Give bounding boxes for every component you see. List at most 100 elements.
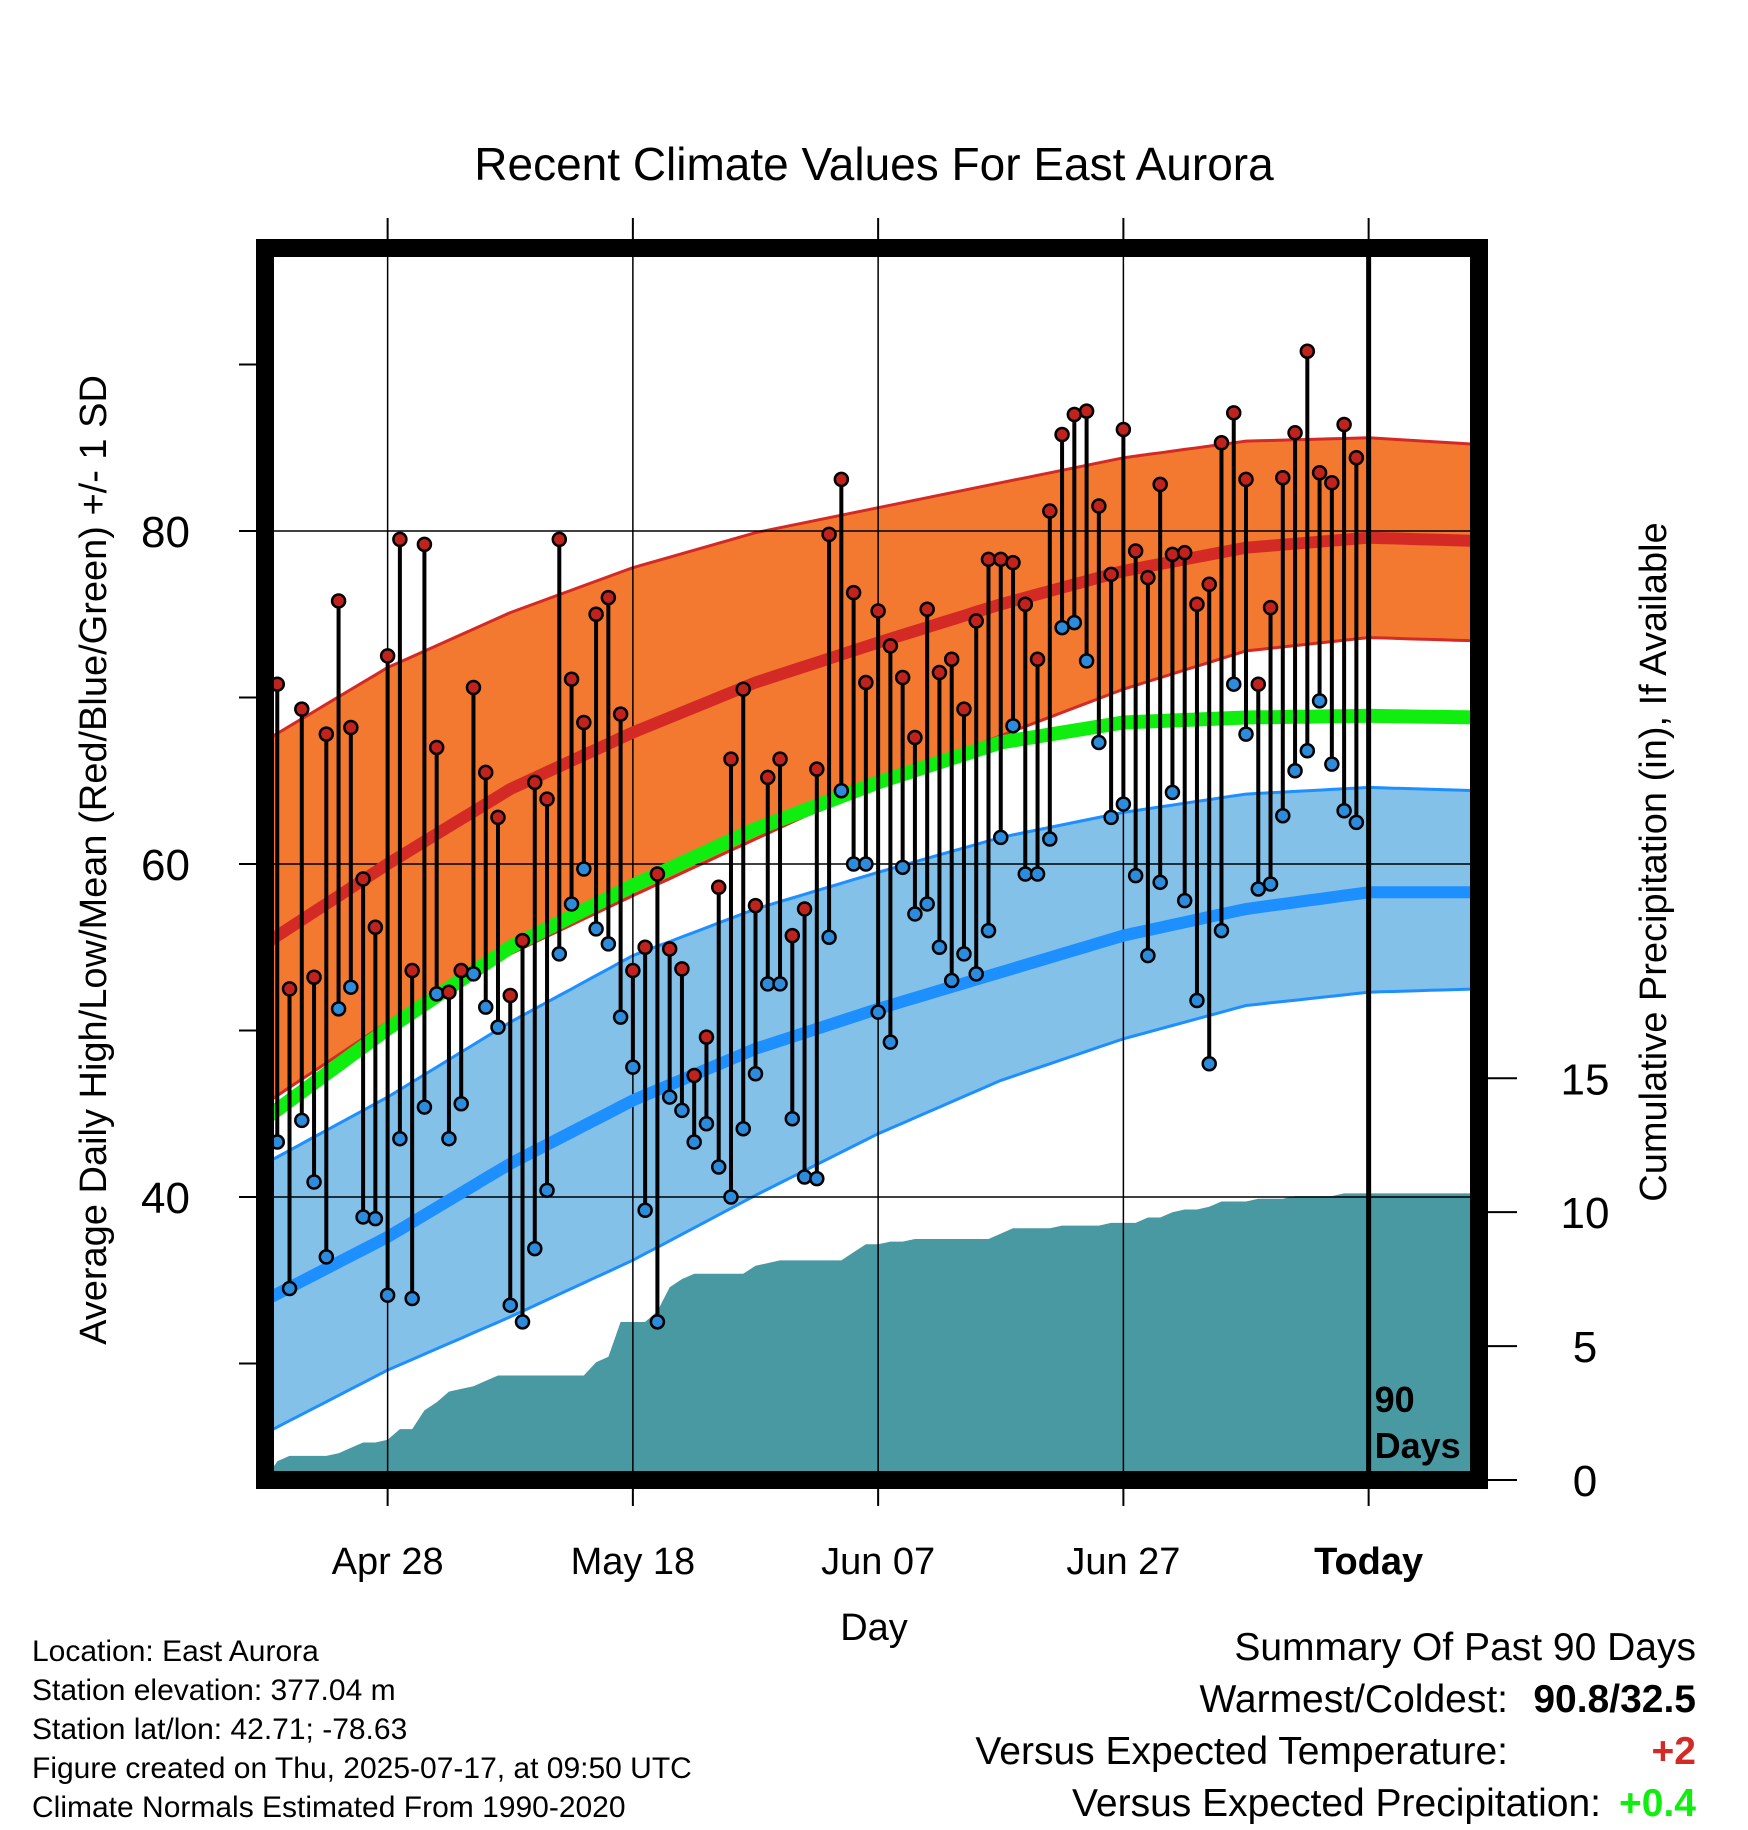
high-point	[453, 962, 469, 979]
high-point	[809, 761, 825, 777]
low-point	[907, 906, 923, 922]
low-point	[833, 782, 850, 799]
high-point	[1311, 465, 1328, 481]
daily-obs	[784, 927, 801, 1127]
high-point	[1005, 554, 1021, 571]
low-point	[330, 1001, 347, 1017]
daily-obs	[943, 651, 960, 989]
low-point	[318, 1249, 335, 1265]
daily-obs	[1213, 435, 1230, 939]
high-point	[527, 774, 543, 791]
daily-obs	[661, 941, 678, 1105]
normals-note: Climate Normals Estimated From 1990-2020	[32, 1791, 626, 1824]
daily-obs	[980, 551, 997, 939]
daily-obs	[845, 584, 862, 872]
daily-obs	[894, 669, 911, 876]
daily-obs	[379, 648, 396, 1303]
daily-obs	[563, 671, 580, 912]
daily-obs	[809, 761, 825, 1187]
low-point	[943, 972, 960, 989]
daily-obs	[747, 897, 764, 1082]
high-point	[723, 751, 739, 767]
low-point	[870, 1004, 886, 1020]
high-point	[1042, 503, 1058, 519]
summary-panel: Summary Of Past 90 Days Warmest/Coldest:…	[975, 1622, 1696, 1830]
daily-obs	[1054, 426, 1070, 636]
daily-obs	[956, 701, 972, 962]
high-point	[1189, 596, 1205, 613]
daily-obs	[551, 531, 568, 962]
daily-obs	[367, 919, 384, 1227]
high-point	[1238, 471, 1254, 488]
low-point	[465, 966, 482, 982]
daily-obs	[294, 701, 310, 1129]
high-point	[612, 706, 629, 722]
temp-value: +2	[1651, 1730, 1696, 1773]
warm-cold-label: Warmest/Coldest:	[1199, 1678, 1508, 1721]
high-point	[649, 866, 666, 882]
high-point	[894, 669, 911, 686]
daily-obs	[1140, 569, 1156, 964]
high-point	[294, 701, 310, 717]
summary-title: Summary Of Past 90 Days	[1234, 1626, 1696, 1669]
daily-obs	[1029, 651, 1046, 882]
warm-cold-value: 90.8/32.5	[1533, 1678, 1696, 1721]
low-point	[649, 1314, 666, 1330]
low-point	[894, 859, 911, 876]
y2-axis-label: Cumulative Precipitation (in), If Availa…	[1633, 522, 1675, 1201]
high-point	[1336, 416, 1352, 433]
low-point	[747, 1066, 764, 1082]
high-point	[306, 969, 322, 985]
y2-tick-label: 15	[1561, 1055, 1610, 1104]
daily-obs	[441, 984, 457, 1147]
high-point	[882, 638, 899, 654]
low-point	[294, 1112, 310, 1129]
low-point	[404, 1290, 420, 1307]
high-point	[710, 879, 727, 896]
high-point	[1140, 569, 1156, 586]
daily-obs	[723, 751, 739, 1205]
x-tick-label: Jun 27	[1066, 1541, 1180, 1583]
low-point	[539, 1182, 555, 1199]
daily-obs	[1152, 476, 1168, 891]
daily-obs	[465, 679, 482, 982]
high-point	[968, 613, 984, 629]
high-point	[1152, 476, 1168, 493]
low-point	[588, 921, 604, 937]
daily-obs	[1299, 343, 1316, 759]
high-point	[1262, 599, 1279, 616]
daily-obs	[612, 706, 629, 1025]
high-point	[1299, 343, 1316, 359]
low-point	[809, 1170, 825, 1187]
low-point	[968, 966, 984, 982]
high-point	[281, 981, 298, 997]
summary-precip: Versus Expected Precipitation: +0.4	[975, 1778, 1696, 1830]
low-point	[416, 1099, 433, 1115]
daily-obs	[1262, 599, 1279, 892]
daily-obs	[1189, 596, 1205, 1009]
high-point	[428, 739, 445, 756]
x-tick-label: May 18	[571, 1541, 696, 1583]
low-point	[1042, 831, 1058, 847]
daily-obs	[1005, 554, 1021, 734]
daily-obs	[698, 1029, 715, 1132]
daily-obs	[931, 664, 948, 955]
low-point	[379, 1287, 396, 1303]
daily-obs	[637, 939, 653, 1219]
daily-obs	[600, 589, 617, 952]
low-point	[1127, 867, 1144, 884]
high-point	[588, 606, 604, 623]
summary-warm-cold: Warmest/Coldest: 90.8/32.5	[975, 1674, 1696, 1726]
high-point	[343, 719, 359, 736]
high-point	[514, 932, 531, 949]
low-point	[858, 856, 874, 872]
high-point	[625, 962, 641, 979]
daily-obs	[318, 726, 335, 1265]
high-point	[1213, 435, 1230, 451]
high-point	[318, 726, 335, 742]
high-point	[870, 603, 886, 619]
low-point	[1005, 718, 1021, 734]
high-point	[760, 769, 776, 786]
high-sd-band	[265, 437, 1479, 1104]
x-tick-label: Apr 28	[332, 1541, 444, 1583]
